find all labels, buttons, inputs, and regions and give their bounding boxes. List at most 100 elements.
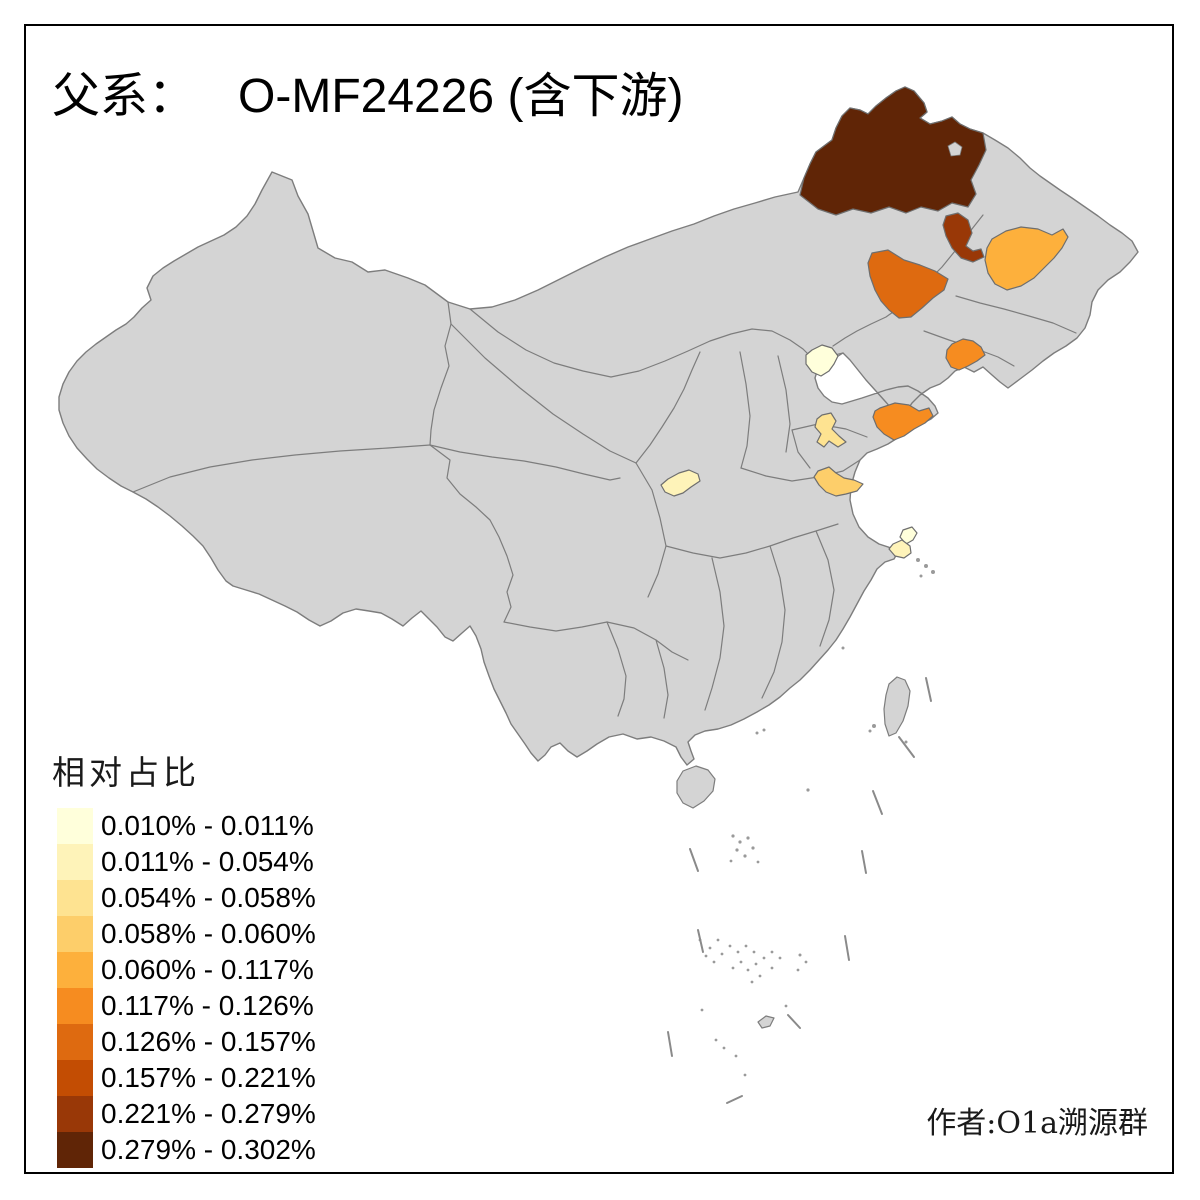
legend-title: 相对占比	[52, 753, 200, 792]
small-island-dot	[744, 944, 748, 948]
small-island-dot	[700, 1008, 704, 1012]
small-island-dot	[841, 646, 845, 650]
small-island-dot	[735, 848, 739, 852]
region-beijing	[805, 344, 839, 377]
legend-swatch	[57, 1132, 93, 1168]
province-boundary	[132, 444, 431, 493]
small-island-dot	[743, 1073, 747, 1077]
region-yangtze-delta-east	[899, 526, 918, 545]
sea-boundary-dash	[726, 1095, 743, 1104]
small-island-dot	[754, 962, 758, 966]
sea-boundary-dash	[872, 790, 883, 815]
small-island-dot	[708, 946, 712, 950]
small-island-dot	[704, 954, 708, 958]
small-island-dot	[736, 950, 740, 954]
legend-range-label: 0.054% - 0.058%	[101, 882, 316, 913]
region-heilongjiang-north	[942, 212, 985, 263]
legend-range-label: 0.011% - 0.054%	[101, 846, 314, 877]
legend-swatch	[57, 1096, 93, 1132]
small-island-dot	[739, 960, 743, 964]
small-island-dot	[872, 724, 876, 728]
legend-swatch	[57, 808, 93, 844]
legend-row: 0.058% - 0.060%	[52, 916, 316, 952]
small-island-dot	[729, 859, 733, 863]
small-island-dot	[714, 1038, 718, 1042]
sea-boundary-dash	[898, 736, 915, 758]
small-island-dot	[784, 1004, 788, 1008]
small-island-dot	[804, 960, 808, 964]
figure-title: 父系： O-MF24226 (含下游)	[52, 56, 683, 126]
province-boundary	[606, 621, 627, 717]
province-boundary	[739, 351, 751, 469]
map-lake-patch	[947, 141, 963, 157]
small-island-dot	[756, 860, 760, 864]
legend-swatch	[57, 952, 93, 988]
legend-row: 0.054% - 0.058%	[52, 880, 316, 916]
small-island-dot	[806, 788, 810, 792]
legend-range-label: 0.117% - 0.126%	[101, 990, 314, 1021]
legend-row: 0.011% - 0.054%	[52, 844, 316, 880]
small-island-dot	[743, 854, 747, 858]
legend-swatch	[57, 988, 93, 1024]
island-south-china-sea	[757, 1015, 775, 1029]
legend-row: 0.117% - 0.126%	[52, 988, 316, 1024]
small-island-dot	[755, 731, 759, 735]
legend-row: 0.010% - 0.011%	[52, 808, 316, 844]
title-prefix: 父系：	[52, 68, 197, 124]
legend-row: 0.060% - 0.117%	[52, 952, 316, 988]
province-boundary	[429, 444, 514, 623]
small-island-dot	[752, 950, 756, 954]
small-island-dot	[746, 968, 750, 972]
small-island-dot	[916, 558, 920, 562]
province-boundary	[815, 530, 835, 647]
small-island-dot	[731, 966, 735, 970]
sea-boundary-dash	[689, 848, 699, 872]
island-taiwan	[883, 676, 911, 737]
small-island-dot	[746, 836, 750, 840]
small-island-dot	[751, 846, 755, 850]
sea-boundary-dash	[787, 1014, 801, 1029]
small-island-dot	[716, 938, 720, 942]
small-island-dot	[734, 1054, 738, 1058]
province-boundary	[429, 444, 621, 481]
small-island-dot	[738, 840, 742, 844]
province-boundary	[704, 557, 725, 711]
sea-boundary-dash	[925, 677, 932, 702]
legend-row: 0.157% - 0.221%	[52, 1060, 316, 1096]
small-island-dot	[712, 960, 716, 964]
province-boundary	[635, 351, 701, 464]
legend-swatch	[57, 880, 93, 916]
province-boundary	[740, 459, 861, 482]
small-island-dot	[904, 740, 908, 744]
province-boundary	[655, 639, 669, 719]
small-island-dot	[919, 574, 923, 578]
mainland-landmass	[58, 86, 1139, 766]
legend-row: 0.221% - 0.279%	[52, 1096, 316, 1132]
small-island-dot	[924, 564, 928, 568]
region-jiangsu-north	[813, 466, 864, 497]
province-boundary	[665, 523, 839, 559]
province-boundary	[777, 355, 791, 453]
small-island-dot	[778, 956, 782, 960]
region-heilongjiang-east	[984, 226, 1069, 291]
small-island-dot	[722, 1046, 726, 1050]
legend-swatch	[57, 1060, 93, 1096]
province-boundary	[429, 301, 452, 446]
province-boundary	[955, 295, 1077, 334]
legend-range-label: 0.058% - 0.060%	[101, 918, 316, 949]
sea-boundary-dash	[861, 850, 867, 874]
legend-rows: 0.010% - 0.011% 0.011% - 0.054% 0.054% - 0…	[52, 808, 316, 1168]
province-boundary	[791, 429, 811, 469]
legend-range-label: 0.010% - 0.011%	[101, 810, 314, 841]
sea-boundary-dash	[844, 935, 850, 961]
title-haplogroup: O-MF24226 (含下游)	[238, 70, 684, 123]
sea-boundary-dash	[667, 1031, 673, 1057]
small-island-dot	[720, 952, 724, 956]
legend-range-label: 0.157% - 0.221%	[101, 1062, 316, 1093]
region-yangtze-delta-west	[888, 539, 912, 559]
small-island-dot	[868, 729, 872, 733]
province-boundary	[450, 323, 637, 464]
legend-range-label: 0.126% - 0.157%	[101, 1026, 316, 1057]
province-boundary	[761, 545, 786, 699]
province-boundary	[469, 308, 823, 378]
